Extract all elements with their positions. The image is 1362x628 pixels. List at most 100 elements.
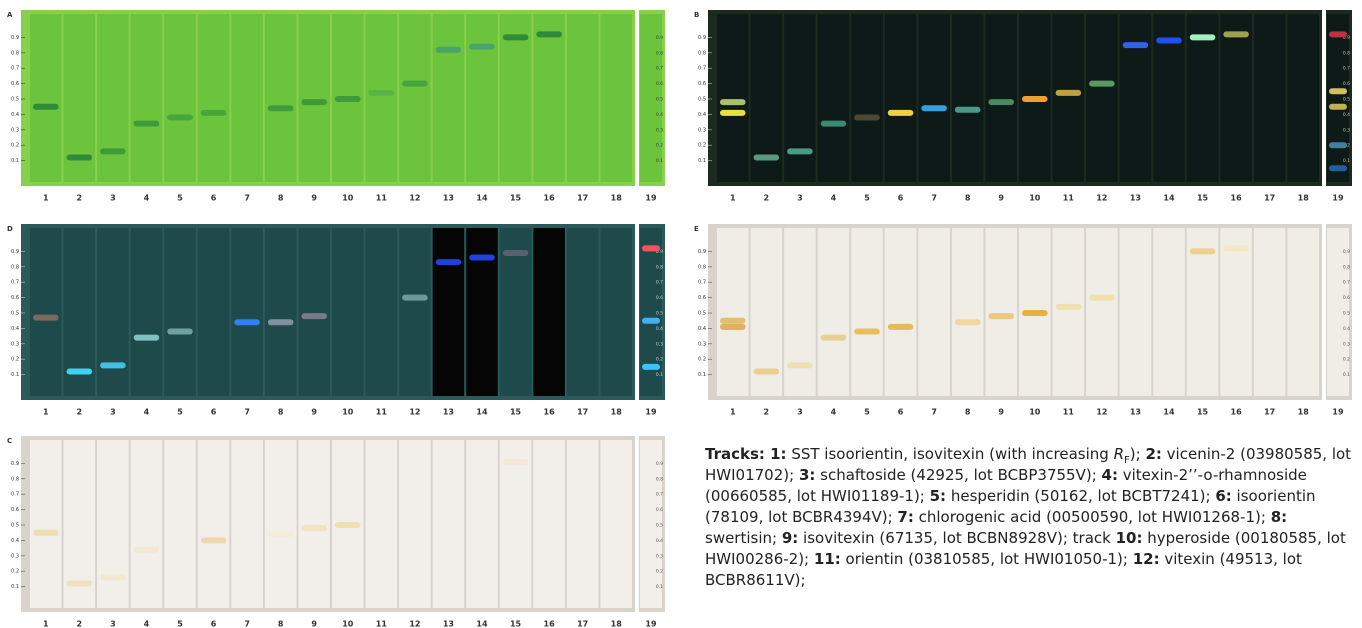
caption-run: chlorogenic acid (00500590, lot HWI01268…: [913, 508, 1271, 526]
rf-tick-label: 0.7: [1343, 280, 1350, 286]
track-number: 11: [376, 194, 388, 203]
track-lane: [432, 228, 465, 396]
track-number: 19: [645, 408, 657, 417]
rf-tick-label: 0.7: [698, 280, 706, 286]
band: [1055, 89, 1082, 96]
track-number: 2: [764, 408, 770, 417]
rf-tick-label: 0.7: [11, 280, 19, 286]
rf-tick-label: 0.3: [656, 127, 663, 133]
track-lane: [1327, 14, 1349, 182]
rf-tick-label: 0.3: [698, 341, 706, 347]
rf-tick-label: 0.2: [656, 143, 663, 149]
track-number: 17: [577, 620, 588, 628]
band: [1329, 103, 1347, 110]
track-number: 14: [1163, 408, 1175, 417]
track-number: 6: [211, 408, 217, 417]
track-lane: [1253, 228, 1286, 396]
rf-tick-label: 0.9: [698, 35, 706, 41]
track-number: 11: [376, 408, 388, 417]
track-number: 9: [998, 408, 1004, 417]
rf-tick-label: 0.3: [11, 553, 19, 559]
tlc-plate: 0.9 0.8 0.7 0.6 0.5 0.4 0.3 0.2 0.1: [21, 10, 665, 186]
track-lane: [1327, 228, 1349, 396]
track-number: 6: [898, 194, 904, 203]
band: [502, 34, 529, 41]
track-lane: [164, 228, 196, 396]
track-number: 14: [1163, 194, 1175, 203]
track-number: 9: [311, 408, 317, 417]
track-lane: [817, 14, 850, 182]
caption-run: isovitexin (67135, lot BCBN8928V); track: [798, 529, 1116, 547]
track-number: 4: [144, 408, 150, 417]
track-number: 1: [730, 194, 736, 203]
track-number: 17: [1264, 194, 1275, 203]
track-lane: [1153, 228, 1185, 396]
band: [988, 313, 1014, 320]
rf-tick-label: 0.8: [656, 476, 663, 482]
caption-run: hesperidin (50162, lot BCBT7241);: [946, 487, 1216, 505]
rf-tick-label: 0.4: [11, 538, 19, 544]
track-number: 6: [211, 620, 217, 628]
track-number: 8: [278, 194, 284, 203]
caption-run: 11:: [813, 550, 841, 568]
track-lane: [533, 228, 565, 396]
rf-tick-label: 0.2: [11, 569, 19, 575]
track-lane: [918, 14, 950, 182]
rf-tick-label: 0.9: [11, 249, 19, 255]
rf-tick-label: 0.8: [11, 476, 19, 482]
band: [402, 80, 428, 87]
track-number: 8: [278, 408, 284, 417]
rf-tick-label: 0.5: [11, 311, 19, 317]
panel-label: D: [7, 225, 13, 233]
band: [720, 317, 746, 324]
track-number: 13: [443, 620, 454, 628]
band: [1329, 165, 1347, 172]
band: [1022, 96, 1048, 102]
rf-tick-label: 0.9: [656, 249, 663, 255]
track-lane: [432, 14, 465, 182]
track-number: 3: [797, 408, 803, 417]
track-lane: [30, 440, 62, 608]
track-number: 4: [144, 620, 150, 628]
track-lane: [717, 228, 749, 396]
rf-tick-label: 0.1: [1343, 158, 1350, 164]
track-number: 11: [1063, 194, 1075, 203]
track-lane: [466, 440, 498, 608]
band: [1022, 310, 1048, 316]
panel-label: B: [694, 11, 699, 19]
track-number: 18: [611, 408, 623, 417]
track-number: 14: [476, 620, 488, 628]
band: [1223, 31, 1249, 38]
track-number: 15: [1197, 194, 1209, 203]
rf-tick-label: 0.8: [11, 50, 19, 56]
track-lane: [640, 14, 662, 182]
track-lane: [97, 228, 129, 396]
caption-run: swertisin;: [705, 529, 782, 547]
track-number: 3: [110, 620, 116, 628]
track-lane: [1253, 14, 1286, 182]
track-lane: [399, 440, 431, 608]
band: [435, 46, 462, 53]
track-lane: [264, 228, 297, 396]
rf-tick-label: 0.2: [698, 143, 706, 149]
caption: Tracks: 1: SST isoorientin, isovitexin (…: [705, 444, 1357, 591]
rf-tick-label: 0.3: [656, 553, 663, 559]
rf-tick-label: 0.7: [11, 492, 19, 498]
rf-tick-label: 0.8: [1343, 264, 1350, 270]
band: [854, 114, 880, 121]
band: [1223, 245, 1249, 252]
caption-run: 7:: [897, 508, 914, 526]
track-lane: [884, 228, 917, 396]
track-lane: [63, 228, 96, 396]
track-number: 12: [409, 194, 420, 203]
caption-run: schaftoside (42925, lot BCBP3755V);: [815, 466, 1102, 484]
caption-run: SST isoorientin, isovitexin (with increa…: [786, 445, 1114, 463]
track-lane: [164, 440, 196, 608]
band: [954, 319, 981, 326]
track-number: 15: [1197, 408, 1209, 417]
track-number: 18: [1298, 408, 1310, 417]
band: [435, 259, 462, 266]
band: [267, 531, 294, 538]
track-lane: [298, 228, 330, 396]
